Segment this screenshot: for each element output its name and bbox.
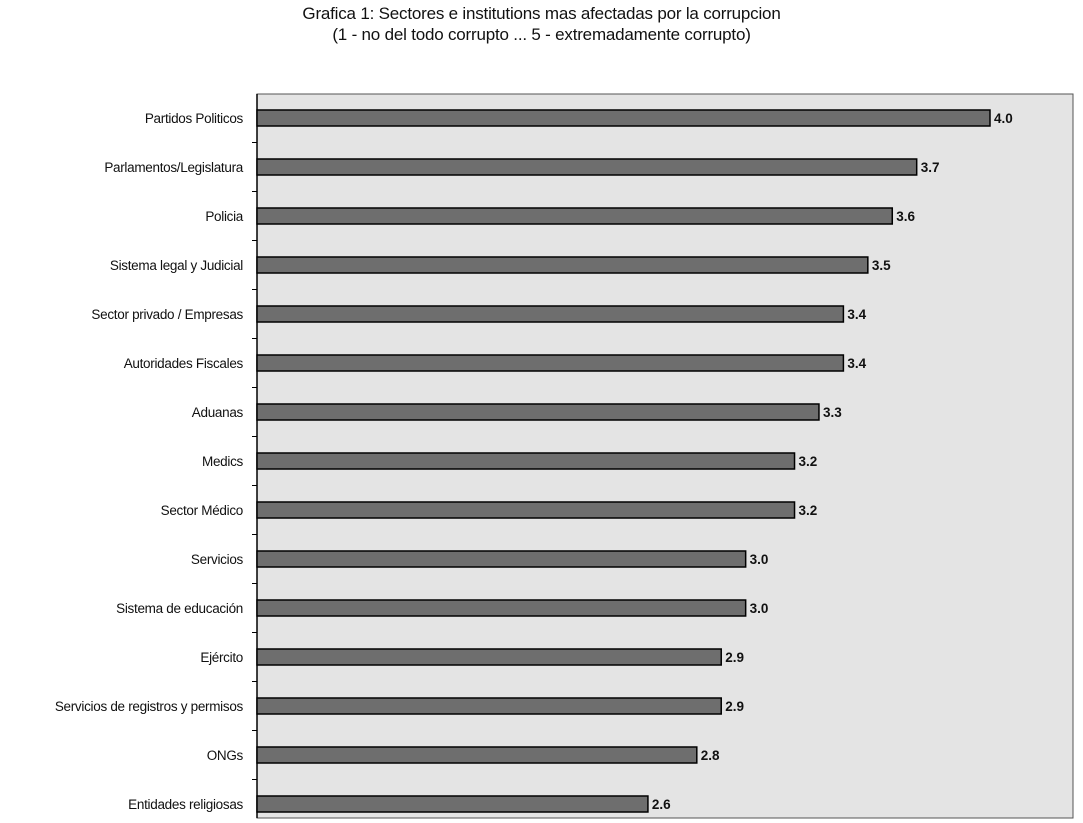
value-label: 3.2 <box>799 454 818 469</box>
category-label: Entidades religiosas <box>128 797 243 812</box>
bar <box>256 354 845 372</box>
category-label: Sistema de educación <box>116 601 243 616</box>
bar <box>256 648 722 666</box>
category-label: Medics <box>202 454 244 469</box>
bar <box>256 109 991 127</box>
bar <box>256 501 796 519</box>
bar <box>256 599 747 617</box>
value-label: 3.6 <box>896 209 915 224</box>
value-label: 3.3 <box>823 405 842 420</box>
category-label: ONGs <box>207 748 244 763</box>
value-label: 3.4 <box>847 356 866 371</box>
value-label: 4.0 <box>994 111 1013 126</box>
category-label: Policia <box>205 209 243 224</box>
category-label: Servicios <box>191 552 244 567</box>
bar <box>256 207 894 225</box>
bar <box>256 746 698 764</box>
value-label: 2.9 <box>725 699 744 714</box>
category-label: Parlamentos/Legislatura <box>104 160 243 175</box>
value-label: 3.2 <box>799 503 818 518</box>
category-label: Sector Médico <box>161 503 243 518</box>
chart-subtitle: (1 - no del todo corrupto ... 5 - extrem… <box>332 25 751 44</box>
bar <box>256 452 796 470</box>
bar <box>256 256 869 274</box>
category-label: Sistema legal y Judicial <box>110 258 243 273</box>
category-label: Partidos Politicos <box>145 111 244 126</box>
value-label: 2.8 <box>701 748 720 763</box>
bar <box>256 158 918 176</box>
bar <box>256 305 845 323</box>
category-label: Ejército <box>200 650 243 665</box>
category-label: Autoridades Fiscales <box>124 356 244 371</box>
category-label: Servicios de registros y permisos <box>55 699 244 714</box>
value-label: 3.0 <box>750 552 769 567</box>
value-label: 3.5 <box>872 258 891 273</box>
value-label: 3.0 <box>750 601 769 616</box>
value-label: 2.9 <box>725 650 744 665</box>
bar <box>256 550 747 568</box>
bar <box>256 403 820 421</box>
value-label: 2.6 <box>652 797 671 812</box>
value-label: 3.4 <box>847 307 866 322</box>
chart-title: Grafica 1: Sectores e institutions mas a… <box>302 4 781 23</box>
bar <box>256 795 649 813</box>
category-label: Aduanas <box>192 405 244 420</box>
category-label: Sector privado / Empresas <box>91 307 243 322</box>
bar <box>256 697 722 715</box>
value-label: 3.7 <box>921 160 940 175</box>
